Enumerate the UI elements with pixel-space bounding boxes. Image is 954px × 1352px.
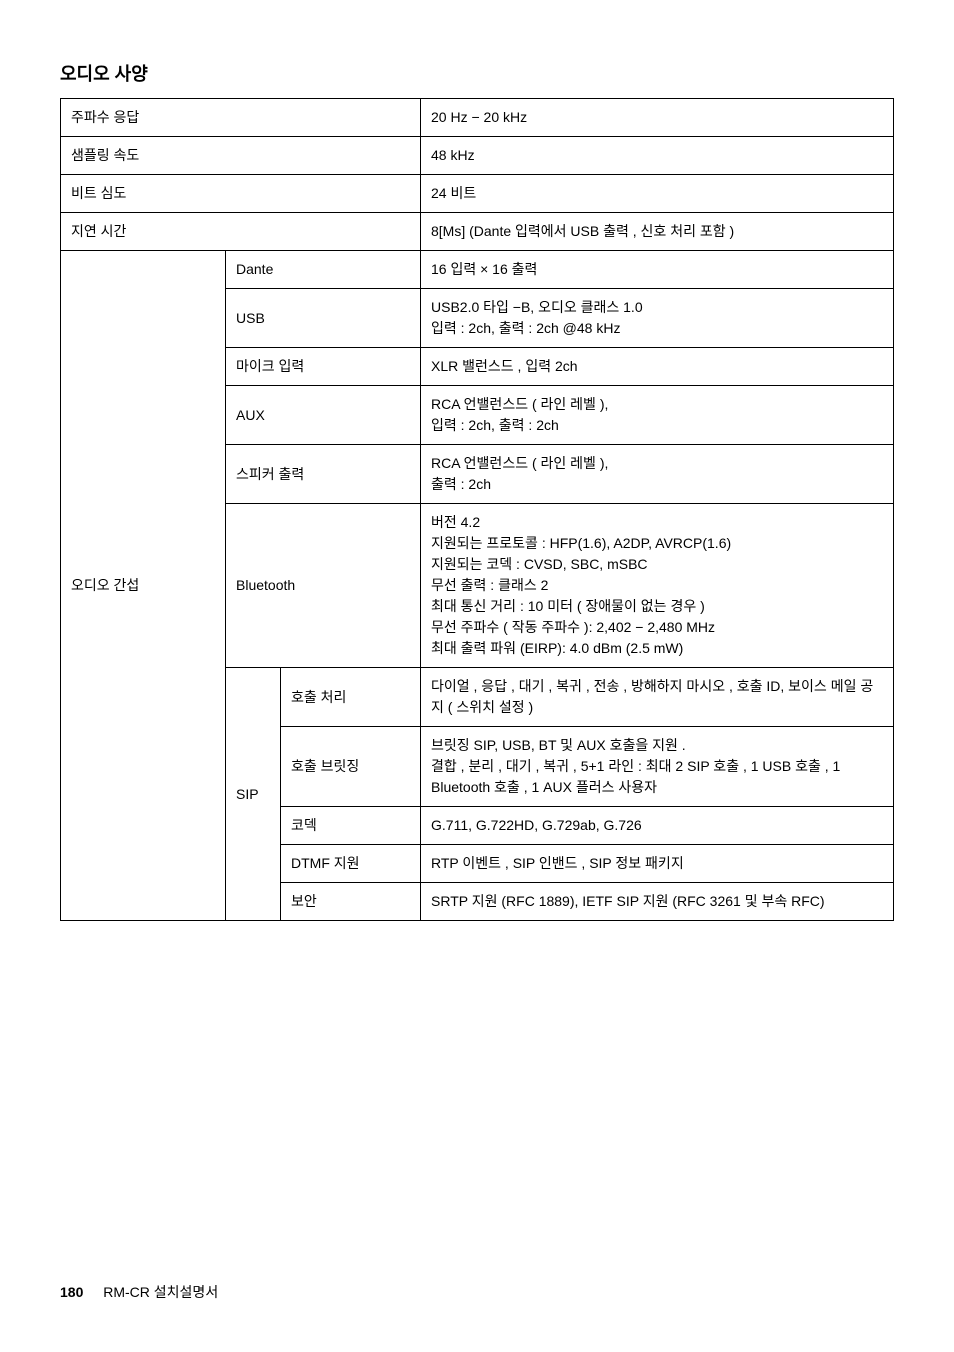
spec-value: 다이얼 , 응답 , 대기 , 복귀 , 전송 , 방해하지 마시오 , 호출 … — [421, 668, 894, 727]
spec-value: 16 입력 × 16 출력 — [421, 251, 894, 289]
sip-sub-label-codec: 코덱 — [281, 807, 421, 845]
spec-value: 브릿징 SIP, USB, BT 및 AUX 호출을 지원 .결합 , 분리 ,… — [421, 727, 894, 807]
sip-sub-label-call-handling: 호출 처리 — [281, 668, 421, 727]
footer-text: RM-CR 설치설명서 — [103, 1284, 218, 1300]
spec-label: 비트 심도 — [61, 175, 421, 213]
spec-value: 20 Hz − 20 kHz — [421, 99, 894, 137]
sub-label-usb: USB — [226, 289, 421, 348]
sub-label-mic: 마이크 입력 — [226, 348, 421, 386]
spec-value: XLR 밸런스드 , 입력 2ch — [421, 348, 894, 386]
sip-sub-label-dtmf: DTMF 지원 — [281, 845, 421, 883]
spec-value: G.711, G.722HD, G.729ab, G.726 — [421, 807, 894, 845]
table-row: 비트 심도 24 비트 — [61, 175, 894, 213]
spec-value: RCA 언밸런스드 ( 라인 레벨 ),입력 : 2ch, 출력 : 2ch — [421, 386, 894, 445]
page-footer: 180 RM-CR 설치설명서 — [60, 1282, 218, 1302]
spec-label: 지연 시간 — [61, 213, 421, 251]
spec-value: USB2.0 타입 −B, 오디오 클래스 1.0입력 : 2ch, 출력 : … — [421, 289, 894, 348]
sub-label-dante: Dante — [226, 251, 421, 289]
table-row: 주파수 응답 20 Hz − 20 kHz — [61, 99, 894, 137]
sub-label-sip: SIP — [226, 668, 281, 921]
spec-value: SRTP 지원 (RFC 1889), IETF SIP 지원 (RFC 326… — [421, 883, 894, 921]
audio-spec-table: 주파수 응답 20 Hz − 20 kHz 샘플링 속도 48 kHz 비트 심… — [60, 98, 894, 921]
sip-sub-label-call-bridging: 호출 브릿징 — [281, 727, 421, 807]
table-row: 지연 시간 8[Ms] (Dante 입력에서 USB 출력 , 신호 처리 포… — [61, 213, 894, 251]
sub-label-bluetooth: Bluetooth — [226, 504, 421, 668]
sip-sub-label-security: 보안 — [281, 883, 421, 921]
sub-label-aux: AUX — [226, 386, 421, 445]
group-label-audio-interference: 오디오 간섭 — [61, 251, 226, 921]
spec-label: 샘플링 속도 — [61, 137, 421, 175]
spec-value: 24 비트 — [421, 175, 894, 213]
page-number: 180 — [60, 1284, 83, 1300]
spec-label: 주파수 응답 — [61, 99, 421, 137]
table-row: 샘플링 속도 48 kHz — [61, 137, 894, 175]
spec-value: 버전 4.2지원되는 프로토콜 : HFP(1.6), A2DP, AVRCP(… — [421, 504, 894, 668]
spec-value: 48 kHz — [421, 137, 894, 175]
spec-value: 8[Ms] (Dante 입력에서 USB 출력 , 신호 처리 포함 ) — [421, 213, 894, 251]
spec-value: RTP 이벤트 , SIP 인밴드 , SIP 정보 패키지 — [421, 845, 894, 883]
spec-value: RCA 언밸런스드 ( 라인 레벨 ),출력 : 2ch — [421, 445, 894, 504]
table-row: 오디오 간섭 Dante 16 입력 × 16 출력 — [61, 251, 894, 289]
sub-label-speaker: 스피커 출력 — [226, 445, 421, 504]
section-title: 오디오 사양 — [60, 60, 894, 86]
